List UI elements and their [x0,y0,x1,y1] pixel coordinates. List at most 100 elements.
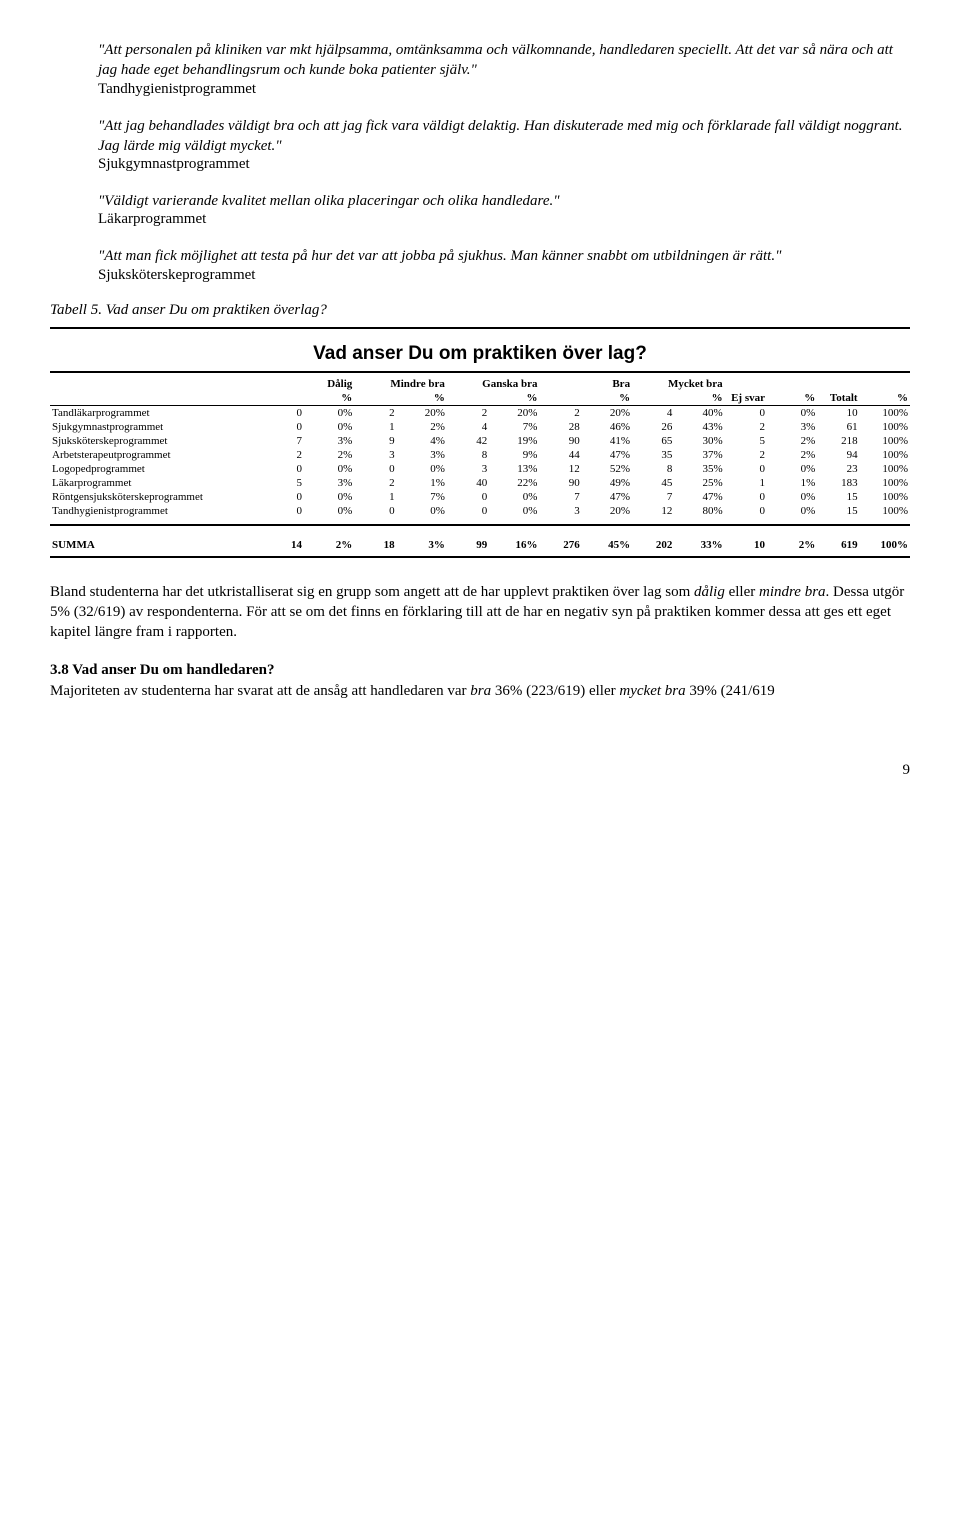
cell: 41% [582,434,632,448]
cell: 0 [447,504,489,518]
cell: 7 [539,490,581,504]
cell: 9% [489,448,539,462]
cell: 45 [632,476,674,490]
cell: 0% [304,420,354,434]
cell: 19% [489,434,539,448]
cell: 3 [354,448,396,462]
cell: 0% [304,490,354,504]
cell: 0 [262,490,304,504]
cell: 2 [725,420,767,434]
sum-cell: SUMMA [50,538,262,552]
cell: 100% [860,420,910,434]
quote-source: Sjuksköterskeprogrammet [98,267,910,284]
cell: 44 [539,448,581,462]
pct-label: % [397,391,447,406]
page-number: 9 [50,762,910,779]
cell: Arbetsterapeutprogrammet [50,448,262,462]
cell: 3% [304,434,354,448]
cell: 35% [674,462,724,476]
table-row: Arbetsterapeutprogrammet2 2% 33%89%4447%35… [50,448,910,462]
col-totalt: Totalt [817,391,859,406]
cell: 0% [767,504,817,518]
cell: 47% [674,490,724,504]
cell: 90 [539,476,581,490]
cell: 12 [632,504,674,518]
cell: 3% [397,448,447,462]
cell: 49% [582,476,632,490]
sum-cell: 16% [489,538,539,552]
col-mindre-bra: Mindre bra [354,377,447,391]
cell: 52% [582,462,632,476]
cell: 100% [860,490,910,504]
cell: 100% [860,462,910,476]
quote-block: "Att personalen på kliniken var mkt hjäl… [98,40,910,98]
table-row: Sjukgymnastprogrammet00%12%47%2846%2643%… [50,420,910,434]
cell: 20% [582,504,632,518]
cell: 47% [582,448,632,462]
table-row: Logopedprogrammet00%00%313%1252%835%00%2… [50,462,910,476]
cell: 35 [632,448,674,462]
sum-cell: 45% [582,538,632,552]
sum-cell: 202 [632,538,674,552]
sum-cell: 99 [447,538,489,552]
cell: 0 [262,405,304,420]
cell: 0% [489,490,539,504]
cell: 0% [767,405,817,420]
pct-label: % [674,391,724,406]
rule-under-title [50,371,910,373]
table-row: Läkarprogrammet53%21%4022%9049%4525%11%1… [50,476,910,490]
section-paragraph: Majoriteten av studenterna har svarat at… [50,681,910,701]
cell: 0 [725,504,767,518]
sum-cell: 3% [397,538,447,552]
cell: 12 [539,462,581,476]
cell: 15 [817,490,859,504]
cell: 2 [262,448,304,462]
cell: Röntgensjuksköterskeprogrammet [50,490,262,504]
data-table: Dålig Mindre bra Ganska bra Bra Mycket b… [50,377,910,518]
cell: 40% [674,405,724,420]
cell: 2 [354,405,396,420]
cell: 8 [632,462,674,476]
cell: 0% [304,504,354,518]
cell: 183 [817,476,859,490]
pct-label: % [304,391,354,406]
cell: 0% [304,462,354,476]
quote-text: "Att personalen på kliniken var mkt hjäl… [98,40,910,81]
cell: 8 [447,448,489,462]
cell: 94 [817,448,859,462]
quote-source: Sjukgymnastprogrammet [98,156,910,173]
cell: 100% [860,476,910,490]
col-dalig: Dålig [262,377,355,391]
pct-label: % [489,391,539,406]
quote-source: Läkarprogrammet [98,211,910,228]
sum-cell: 619 [817,538,859,552]
sum-cell: 14 [262,538,304,552]
cell: 4% [397,434,447,448]
sum-cell: 2% [304,538,354,552]
cell: 7 [262,434,304,448]
cell: 1 [725,476,767,490]
cell: 1 [354,490,396,504]
cell: 23 [817,462,859,476]
cell: 0% [767,462,817,476]
sum-cell: 2% [767,538,817,552]
cell: 2 [354,476,396,490]
pct-label: % [582,391,632,406]
cell: 2% [767,448,817,462]
cell: 100% [860,504,910,518]
quote-text: "Att man fick möjlighet att testa på hur… [98,246,910,266]
cell: 90 [539,434,581,448]
table-row: Sjuksköterskeprogrammet73%94%4219%9041%6… [50,434,910,448]
cell: 0 [262,504,304,518]
summary-table: SUMMA142%183%9916%27645%20233%102%619100… [50,538,910,552]
col-ganska-bra: Ganska bra [447,377,540,391]
cell: 9 [354,434,396,448]
pct-label: % [767,391,817,406]
cell: 3 [539,504,581,518]
quote-block: "Att jag behandlades väldigt bra och att… [98,116,910,174]
cell: 65 [632,434,674,448]
cell: Logopedprogrammet [50,462,262,476]
cell: 0 [354,504,396,518]
cell: 100% [860,448,910,462]
table-row: Tandhygienistprogrammet00%00%00%320%1280… [50,504,910,518]
